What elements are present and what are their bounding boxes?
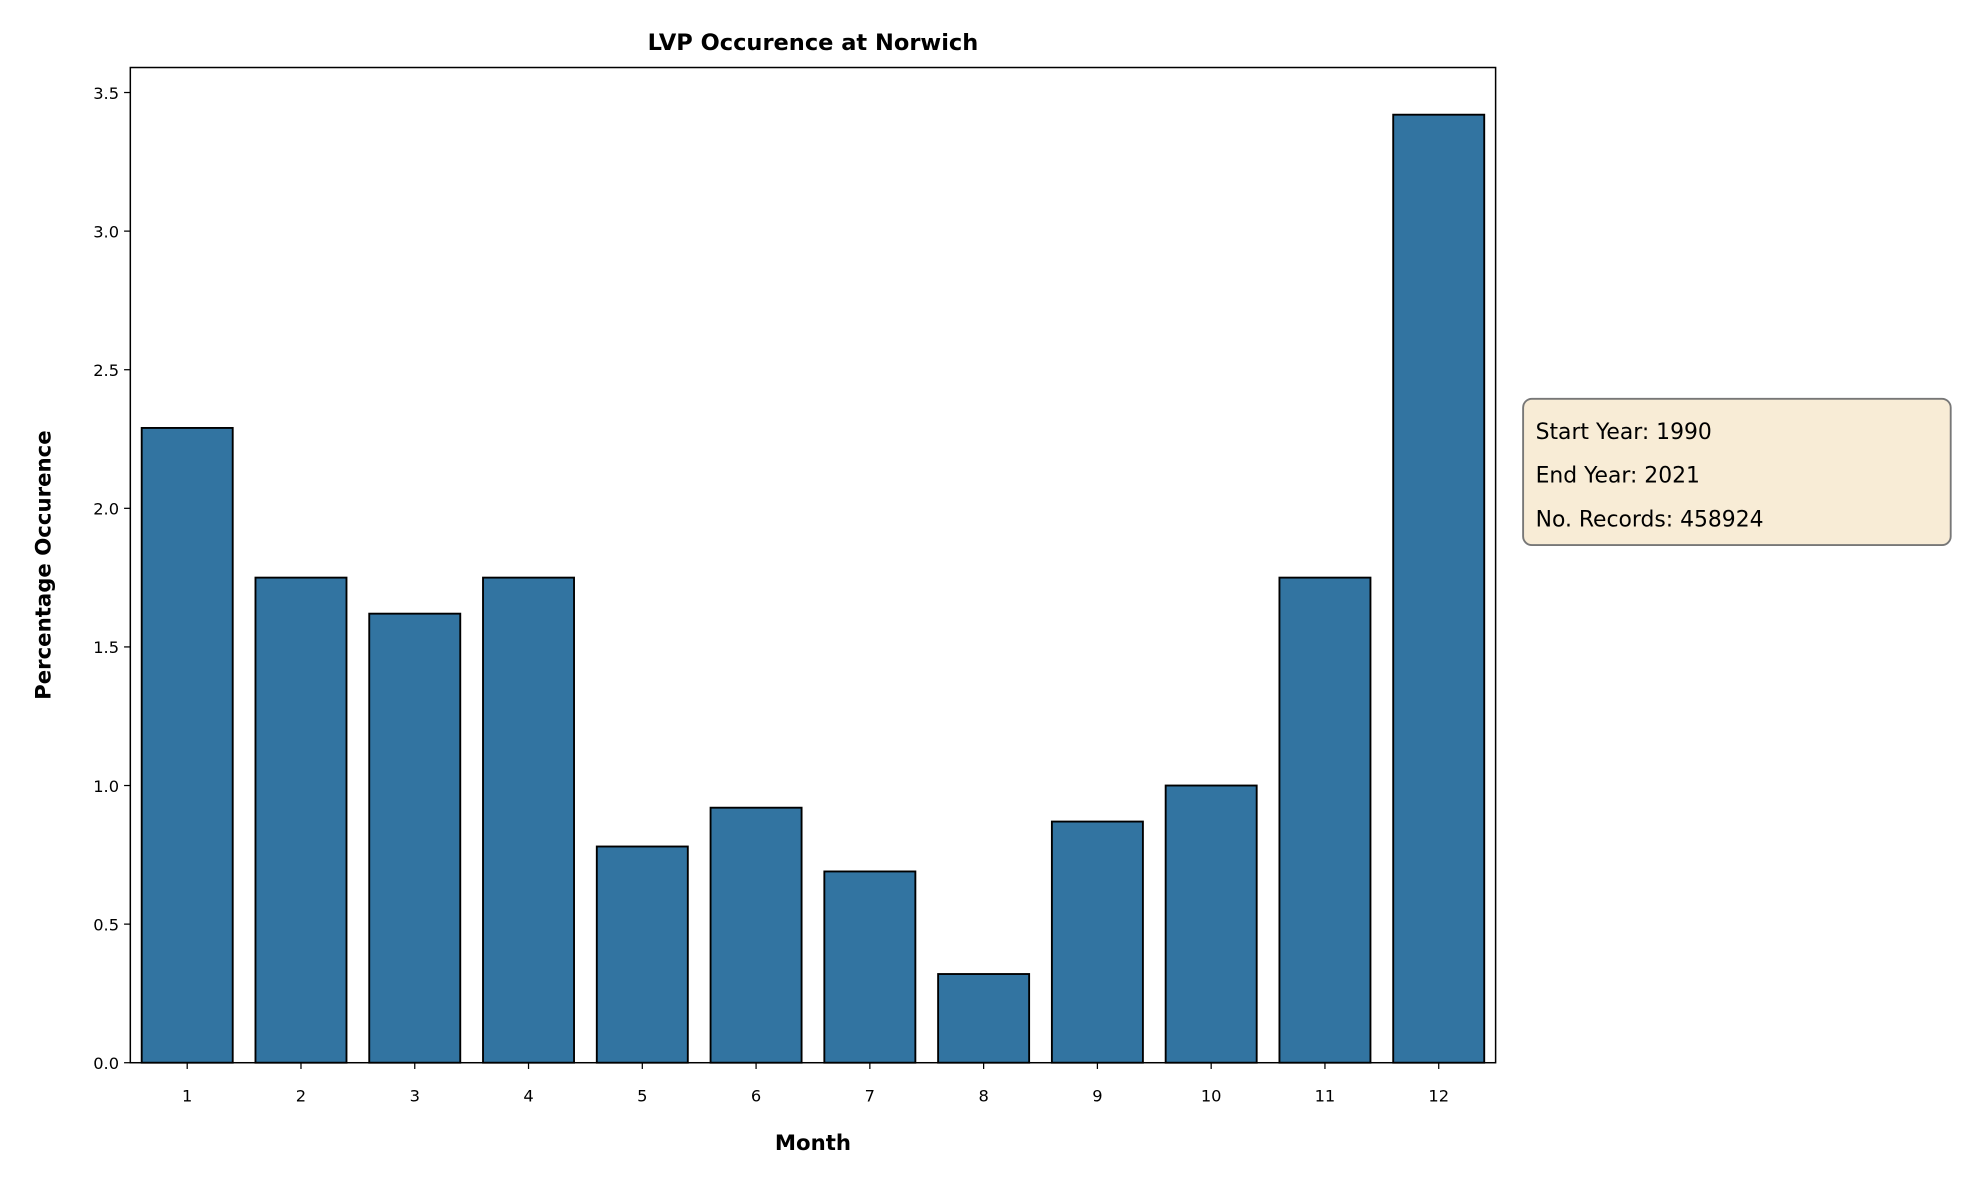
y-tick-label: 2.0	[93, 500, 119, 519]
y-axis-label: Percentage Occurence	[31, 430, 56, 700]
y-tick-label: 0.0	[93, 1054, 119, 1073]
chart-title: LVP Occurence at Norwich	[648, 30, 979, 56]
x-tick-label: 10	[1201, 1086, 1222, 1105]
info-box: Start Year: 1990 End Year: 2021 No. Reco…	[1522, 397, 1952, 547]
info-records: No. Records: 458924	[1536, 507, 1764, 532]
y-tick-label: 1.5	[93, 638, 119, 657]
y-tick-label: 0.5	[93, 915, 119, 934]
x-tick-label: 1	[182, 1086, 192, 1105]
x-tick-label: 3	[410, 1086, 420, 1105]
bar-month-3	[368, 612, 462, 1064]
bar-month-1	[140, 426, 234, 1064]
x-tick-label: 12	[1428, 1086, 1449, 1105]
bar-month-9	[1050, 820, 1144, 1064]
bar-month-10	[1164, 784, 1258, 1064]
y-tick-label: 3.0	[93, 222, 119, 241]
x-tick-label: 5	[637, 1086, 647, 1105]
bar-month-5	[595, 845, 689, 1064]
x-tick-label: 4	[523, 1086, 533, 1105]
x-tick-label: 9	[1092, 1086, 1102, 1105]
y-tick-label: 1.0	[93, 777, 119, 796]
x-tick-label: 11	[1315, 1086, 1336, 1105]
bar-month-7	[823, 870, 917, 1064]
x-tick-label: 2	[296, 1086, 306, 1105]
x-tick-label: 7	[865, 1086, 875, 1105]
info-start-year: Start Year: 1990	[1536, 420, 1712, 445]
y-tick-label: 3.5	[93, 84, 119, 103]
bar-month-11	[1278, 576, 1372, 1064]
y-tick-label: 2.5	[93, 361, 119, 380]
bar-month-6	[709, 806, 803, 1064]
info-end-year: End Year: 2021	[1536, 464, 1700, 489]
x-tick-label: 6	[751, 1086, 761, 1105]
x-axis-label: Month	[775, 1131, 851, 1156]
bar-month-8	[937, 973, 1031, 1064]
bar-month-2	[254, 576, 348, 1064]
bar-month-12	[1392, 113, 1486, 1064]
plot-frame	[129, 66, 1497, 1064]
x-tick-label: 8	[978, 1086, 988, 1105]
bar-month-4	[482, 576, 575, 1064]
